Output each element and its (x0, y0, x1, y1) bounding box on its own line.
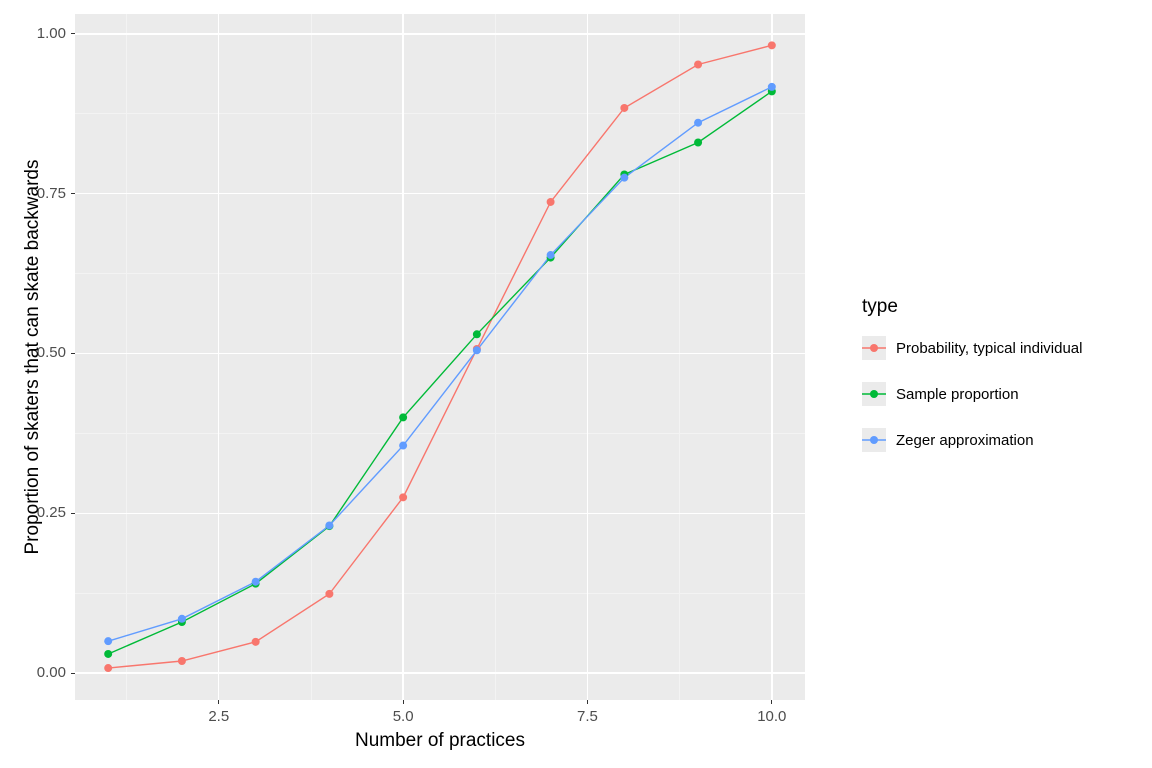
legend-item: Sample proportion (862, 382, 1082, 406)
series-point (325, 521, 333, 529)
x-tick-label: 10.0 (752, 708, 792, 725)
series-point (399, 493, 407, 501)
legend-label: Zeger approximation (896, 432, 1034, 449)
legend-item: Probability, typical individual (862, 336, 1082, 360)
x-tick-label: 5.0 (383, 708, 423, 725)
series-point (547, 251, 555, 259)
chart-container: 2.55.07.510.00.000.250.500.751.00Number … (0, 0, 1152, 768)
series-point (104, 650, 112, 658)
series-line (108, 45, 772, 668)
series-point (620, 104, 628, 112)
x-tick (218, 700, 219, 704)
series-point (252, 638, 260, 646)
series-point (547, 198, 555, 206)
series-point (104, 637, 112, 645)
series-point (694, 139, 702, 147)
y-tick (71, 33, 75, 34)
series-point (620, 174, 628, 182)
legend-key (862, 336, 886, 360)
series-point (473, 346, 481, 354)
series-point (694, 119, 702, 127)
series-point (325, 590, 333, 598)
series-point (178, 615, 186, 623)
legend-label: Probability, typical individual (896, 340, 1082, 357)
series-point (694, 61, 702, 69)
legend: type Probability, typical individual Sampl… (862, 296, 1082, 474)
legend-title: type (862, 296, 1082, 318)
series-point (768, 41, 776, 49)
x-axis-title: Number of practices (75, 730, 805, 752)
x-tick (771, 700, 772, 704)
x-tick (587, 700, 588, 704)
legend-key (862, 382, 886, 406)
series-line (108, 87, 772, 641)
series-point (178, 657, 186, 665)
series-point (768, 83, 776, 91)
y-tick (71, 513, 75, 514)
x-tick-label: 7.5 (567, 708, 607, 725)
series-point (399, 442, 407, 450)
x-tick (403, 700, 404, 704)
y-tick (71, 673, 75, 674)
series-line (108, 91, 772, 654)
legend-key (862, 428, 886, 452)
y-axis-title: Proportion of skaters that can skate bac… (22, 14, 44, 700)
x-tick-label: 2.5 (199, 708, 239, 725)
series-point (399, 413, 407, 421)
series-point (104, 664, 112, 672)
legend-label: Sample proportion (896, 386, 1019, 403)
y-tick (71, 193, 75, 194)
y-tick (71, 353, 75, 354)
legend-item: Zeger approximation (862, 428, 1082, 452)
series-point (473, 330, 481, 338)
series-point (252, 578, 260, 586)
